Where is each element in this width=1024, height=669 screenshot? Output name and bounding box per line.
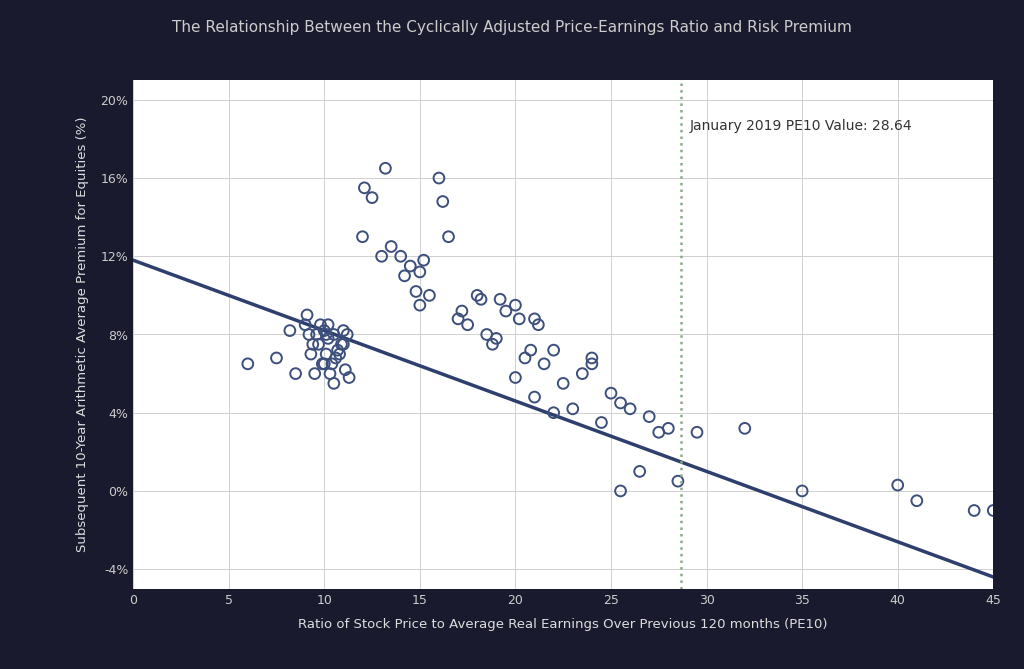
Point — [450, 314, 466, 324]
Point — [304, 339, 321, 350]
Point — [612, 397, 629, 408]
Point — [288, 368, 304, 379]
Point — [408, 286, 424, 297]
Point — [319, 319, 336, 330]
Point — [517, 353, 534, 363]
Point — [341, 372, 357, 383]
Point — [492, 294, 508, 304]
Point — [297, 319, 313, 330]
Point — [314, 359, 331, 369]
Point — [584, 353, 600, 363]
Point — [306, 368, 323, 379]
Point — [689, 427, 706, 438]
Point — [507, 372, 523, 383]
Point — [469, 290, 485, 301]
Point — [310, 339, 327, 350]
Point — [421, 290, 437, 301]
Point — [440, 231, 457, 242]
Point — [328, 353, 344, 363]
Y-axis label: Subsequent 10-Year Arithmetic Average Premium for Equities (%): Subsequent 10-Year Arithmetic Average Pr… — [76, 117, 89, 552]
Point — [364, 192, 380, 203]
Point — [356, 183, 373, 193]
Point — [374, 251, 390, 262]
Point — [330, 345, 346, 355]
Point — [612, 486, 629, 496]
Point — [299, 310, 315, 320]
Point — [622, 403, 638, 414]
Point — [546, 407, 562, 418]
Point — [318, 329, 335, 340]
Point — [326, 329, 342, 340]
Point — [908, 495, 925, 506]
Point — [316, 359, 333, 369]
Point — [660, 423, 677, 434]
Point — [402, 261, 419, 272]
Point — [603, 388, 620, 399]
Point — [383, 241, 399, 252]
Point — [478, 329, 495, 340]
Point — [412, 300, 428, 310]
Point — [736, 423, 753, 434]
Point — [316, 325, 333, 336]
Point — [322, 368, 338, 379]
Point — [434, 196, 451, 207]
Text: January 2019 PE10 Value: 28.64: January 2019 PE10 Value: 28.64 — [690, 119, 912, 133]
Point — [318, 349, 335, 359]
Point — [555, 378, 571, 389]
Point — [308, 329, 325, 340]
Point — [412, 266, 428, 277]
Point — [301, 329, 317, 340]
Point — [339, 329, 355, 340]
Point — [354, 231, 371, 242]
Point — [324, 359, 340, 369]
Point — [650, 427, 667, 438]
Point — [511, 314, 527, 324]
Point — [282, 325, 298, 336]
Point — [536, 359, 552, 369]
Point — [985, 505, 1001, 516]
Point — [335, 339, 351, 350]
X-axis label: Ratio of Stock Price to Average Real Earnings Over Previous 120 months (PE10): Ratio of Stock Price to Average Real Ear… — [298, 617, 828, 631]
Point — [377, 163, 393, 174]
Point — [530, 319, 547, 330]
Point — [333, 339, 349, 350]
Point — [670, 476, 686, 486]
Point — [337, 365, 353, 375]
Point — [396, 270, 413, 281]
Point — [890, 480, 906, 490]
Point — [392, 251, 409, 262]
Point — [416, 255, 432, 266]
Text: The Relationship Between the Cyclically Adjusted Price-Earnings Ratio and Risk P: The Relationship Between the Cyclically … — [172, 20, 852, 35]
Point — [484, 339, 501, 350]
Point — [335, 325, 351, 336]
Point — [326, 378, 342, 389]
Point — [488, 333, 505, 344]
Point — [454, 306, 470, 316]
Point — [526, 392, 543, 403]
Point — [546, 345, 562, 355]
Point — [593, 417, 609, 428]
Point — [794, 486, 810, 496]
Point — [473, 294, 489, 304]
Point — [303, 349, 319, 359]
Point — [332, 349, 348, 359]
Point — [526, 314, 543, 324]
Point — [498, 306, 514, 316]
Point — [319, 333, 336, 344]
Point — [268, 353, 285, 363]
Point — [522, 345, 539, 355]
Point — [632, 466, 648, 477]
Point — [240, 359, 256, 369]
Point — [431, 173, 447, 183]
Point — [460, 319, 476, 330]
Point — [584, 359, 600, 369]
Point — [312, 319, 329, 330]
Point — [966, 505, 982, 516]
Point — [641, 411, 657, 422]
Point — [507, 300, 523, 310]
Point — [574, 368, 591, 379]
Point — [564, 403, 581, 414]
